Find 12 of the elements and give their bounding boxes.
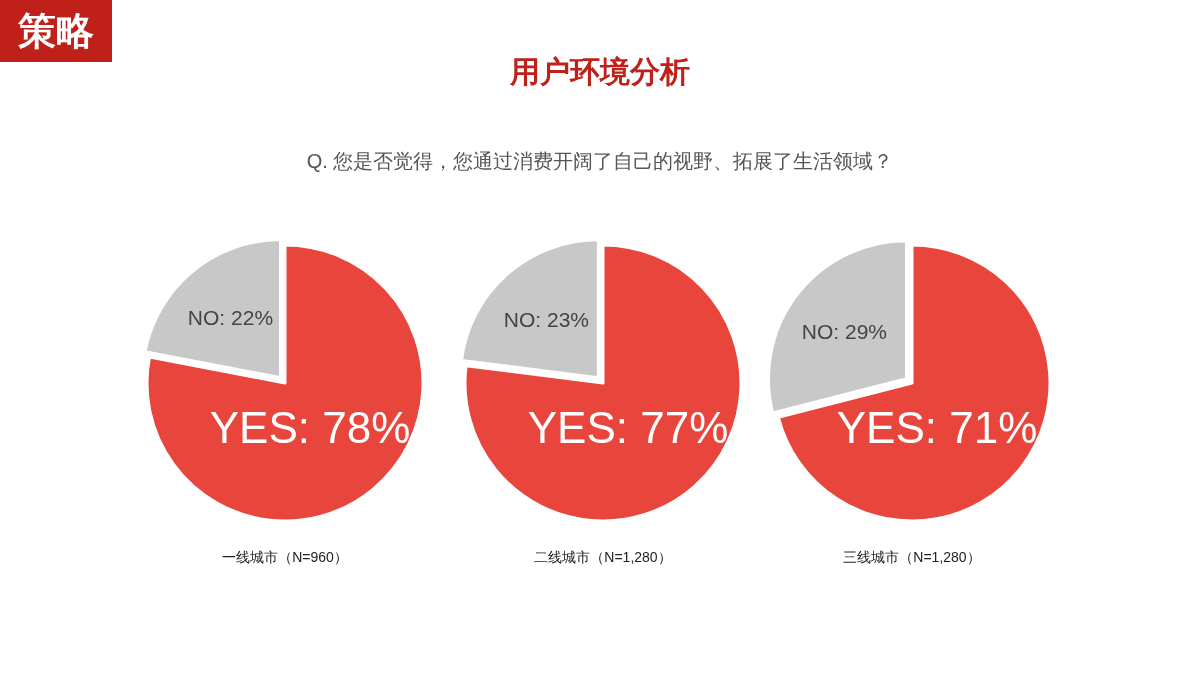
slice-label: YES: 71% <box>836 403 1038 452</box>
slice-label: YES: 78% <box>209 403 411 452</box>
text: 二线城市（N=1,280） <box>534 549 672 565</box>
chart-title: 用户环境分析 <box>509 55 690 88</box>
text: 策略 <box>17 10 94 52</box>
text: 三线城市（N=1,280） <box>843 549 981 565</box>
slice-label: NO: 29% <box>801 319 887 343</box>
text: 一线城市（N=960） <box>222 549 348 565</box>
slice-label: NO: 23% <box>503 307 590 331</box>
slice-label: NO: 22% <box>187 306 274 330</box>
slice-label: YES: 77% <box>527 403 729 452</box>
chart-subtitle: Q. 您是否觉得，您通过消费开阔了自己的视野、拓展了生活领域？ <box>306 150 894 172</box>
